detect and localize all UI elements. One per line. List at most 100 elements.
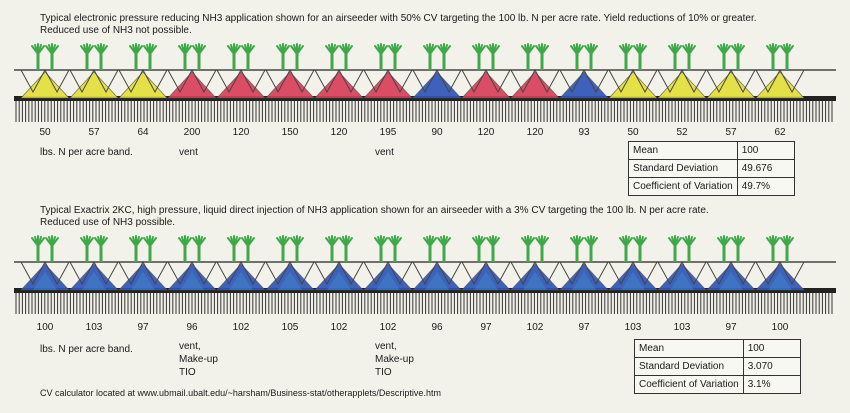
sprout-icon	[780, 235, 794, 262]
nh3-band-triangle	[314, 71, 364, 99]
sprout-icon	[472, 235, 486, 262]
sprout-leaf	[198, 45, 206, 55]
sprout-leaf	[492, 45, 500, 55]
shank-zigzag	[314, 68, 364, 94]
sprout-icon	[339, 43, 353, 70]
nh3-band-triangle	[657, 71, 707, 99]
shank-zigzag	[216, 68, 266, 94]
sprout-leaf	[786, 45, 794, 55]
sprout-leaf	[380, 45, 388, 55]
nh3-band-highlight	[229, 272, 253, 290]
top-caption-line1: Typical electronic pressure reducing NH3…	[40, 13, 757, 24]
sprout-icon	[472, 43, 486, 70]
top-units-label: lbs. N per acre band.	[40, 147, 133, 158]
sprout-stem	[477, 52, 481, 70]
sprout-icon	[325, 43, 339, 70]
top-sd-value: 49.676	[736, 159, 795, 178]
sprout-leaf	[282, 45, 290, 55]
sprout-icon	[129, 43, 143, 70]
sprout-leaf	[184, 45, 192, 55]
nh3-band-highlight	[131, 272, 155, 290]
sprout-stem	[771, 244, 775, 262]
sprout-icon	[241, 43, 255, 70]
sprout-icon	[374, 43, 388, 70]
sprout-leaf	[86, 45, 94, 55]
sprout-icon	[31, 43, 45, 70]
sprout-leaf	[688, 45, 696, 55]
sprout-icon	[437, 235, 451, 262]
sprout-stem	[50, 52, 54, 70]
sprout-leaf	[37, 237, 45, 247]
shank-zigzag	[20, 68, 70, 94]
sprout-stem	[785, 52, 789, 70]
sprout-leaf	[51, 45, 59, 55]
sprout-icon	[682, 235, 696, 262]
sprout-icon	[388, 235, 402, 262]
nh3-band-triangle	[559, 71, 609, 99]
rate-label: 103	[673, 322, 691, 333]
sprout-icon	[143, 43, 157, 70]
rate-label: 97	[137, 322, 149, 333]
sprout-leaf	[100, 45, 108, 55]
nh3-band-highlight	[33, 272, 57, 290]
sprout-stem	[246, 52, 250, 70]
sprout-icon	[780, 43, 794, 70]
sprout-icon	[766, 43, 780, 70]
rate-label: 50	[39, 127, 51, 138]
sprout-icon	[717, 43, 731, 70]
top-stats-table: Mean 100 Standard Deviation 49.676 Coeff…	[628, 141, 795, 196]
sprout-icon	[192, 43, 206, 70]
sprout-icon	[731, 235, 745, 262]
rate-label: 93	[578, 127, 590, 138]
sprout-leaf	[478, 45, 486, 55]
sprout-icon	[633, 43, 647, 70]
rate-label: 102	[526, 322, 544, 333]
shank-zigzag	[706, 260, 756, 286]
sprout-stem	[36, 52, 40, 70]
shank-zigzag	[755, 68, 805, 94]
sprout-leaf	[674, 237, 682, 247]
top-cv-row: Coefficient of Variation 49.7%	[628, 177, 795, 196]
sprout-stem	[428, 244, 432, 262]
shank-zigzag	[363, 68, 413, 94]
shank-zigzag	[363, 260, 413, 286]
sprout-icon	[290, 235, 304, 262]
sprout-leaf	[149, 45, 157, 55]
sprout-stem	[148, 244, 152, 262]
top-caption-line2: Reduced use of NH3 not possible.	[40, 25, 192, 36]
sprout-leaf	[86, 237, 94, 247]
sprout-icon	[241, 235, 255, 262]
sprout-stem	[540, 52, 544, 70]
sprout-stem	[50, 244, 54, 262]
sprout-leaf	[541, 45, 549, 55]
top-cv-value: 49.7%	[736, 177, 795, 196]
shank-zigzag	[461, 68, 511, 94]
sprout-leaf	[198, 237, 206, 247]
bottom-caption-line1: Typical Exactrix 2KC, high pressure, liq…	[40, 205, 709, 216]
sprout-stem	[638, 52, 642, 70]
bottom-cv-value: 3.1%	[742, 375, 801, 394]
rate-label: 97	[480, 322, 492, 333]
shank-zigzag	[20, 260, 70, 286]
top-caption: Typical electronic pressure reducing NH3…	[40, 13, 840, 37]
sprout-leaf	[380, 237, 388, 247]
nh3-band-highlight	[523, 272, 547, 290]
sprout-stem	[183, 244, 187, 262]
shank-zigzag	[314, 260, 364, 286]
sprout-leaf	[772, 237, 780, 247]
soil-strip	[14, 288, 836, 293]
shank-zigzag	[167, 260, 217, 286]
sprout-stem	[575, 52, 579, 70]
top-application-diagram	[14, 43, 836, 122]
sprout-icon	[388, 43, 402, 70]
sprout-leaf	[394, 237, 402, 247]
rate-label: 103	[624, 322, 642, 333]
sprout-leaf	[51, 237, 59, 247]
rate-label: 105	[281, 322, 299, 333]
sprout-icon	[521, 235, 535, 262]
sprout-stem	[526, 244, 530, 262]
sprout-leaf	[688, 237, 696, 247]
cv-calculator-footer: CV calculator located at www.ubmail.ubal…	[40, 388, 441, 398]
sprout-icon	[423, 43, 437, 70]
rate-label: 120	[232, 127, 250, 138]
